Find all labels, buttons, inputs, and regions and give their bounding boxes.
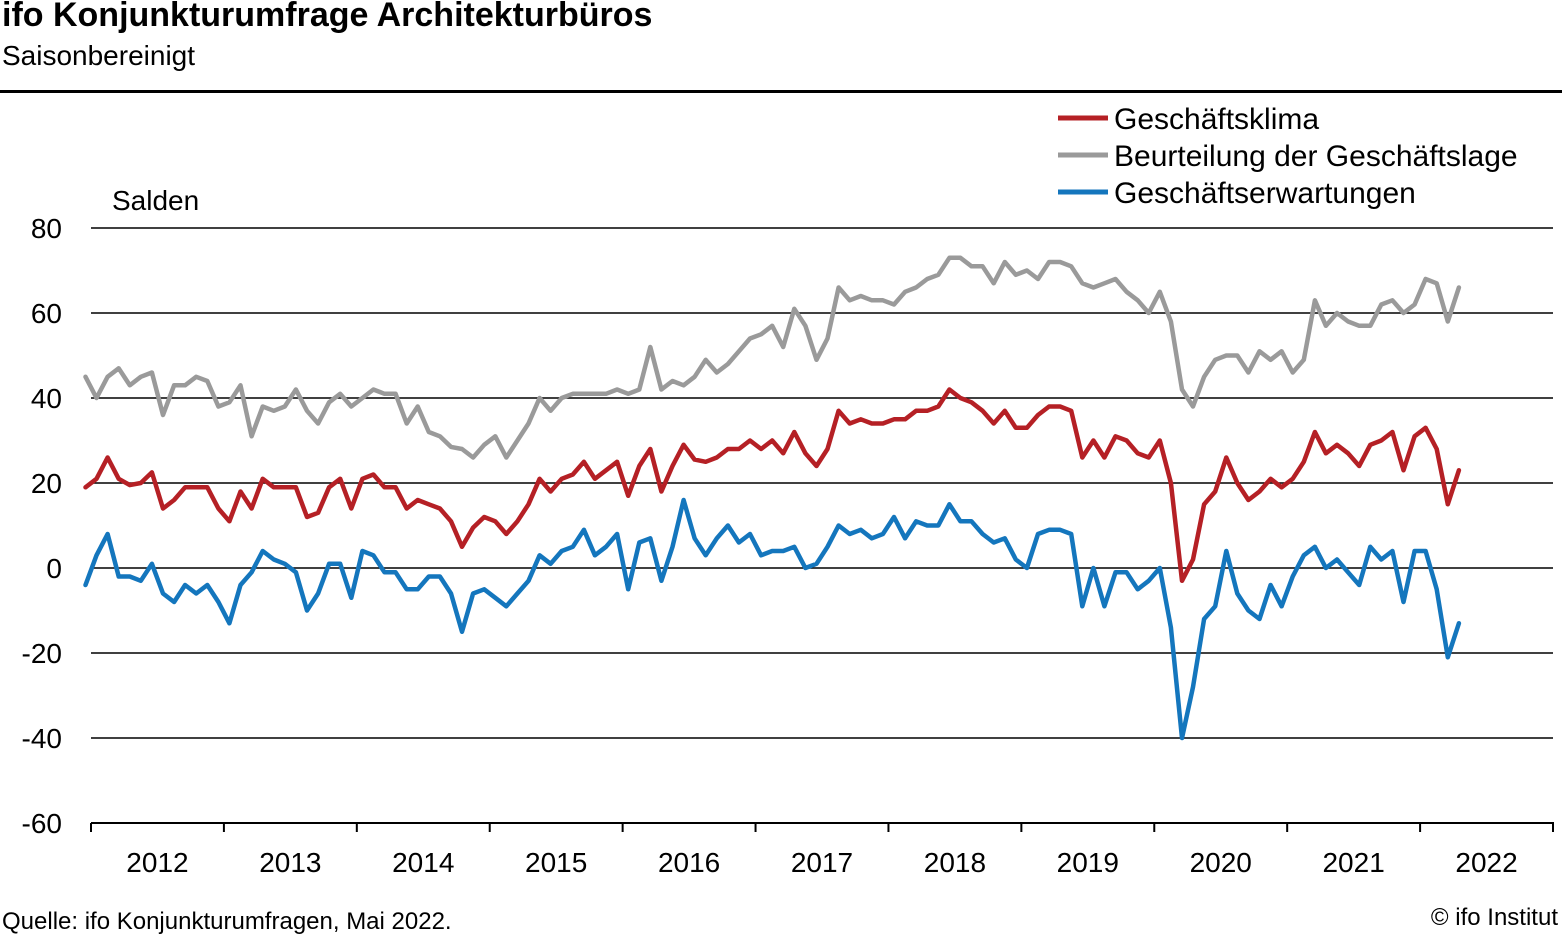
legend: Geschäftsklima Beurteilung der Geschäftsl… bbox=[1058, 103, 1518, 210]
y-tick-label: 60 bbox=[31, 298, 62, 329]
x-tick-label: 2022 bbox=[1455, 847, 1517, 878]
chart-title: ifo Konjunkturumfrage Architekturbüros bbox=[2, 0, 653, 34]
x-tick-label: 2018 bbox=[924, 847, 986, 878]
x-tick-label: 2020 bbox=[1190, 847, 1252, 878]
x-tick-label: 2019 bbox=[1057, 847, 1119, 878]
y-tick-label: 80 bbox=[31, 213, 62, 244]
y-axis-tick-labels: 80 60 40 20 0 -20 -40 -60 bbox=[22, 213, 62, 839]
header-divider bbox=[0, 90, 1562, 93]
legend-label: Beurteilung der Geschäftslage bbox=[1114, 140, 1518, 173]
legend-label: Geschäftsklima bbox=[1114, 103, 1319, 136]
series-lines bbox=[83, 255, 1462, 741]
chart-subtitle: Saisonbereinigt bbox=[2, 40, 196, 71]
series-line bbox=[83, 497, 1462, 741]
y-axis-label: Salden bbox=[112, 185, 199, 216]
x-axis: 2012 2013 2014 2015 2016 2017 2018 2019 2020 2021… bbox=[90, 822, 1554, 878]
y-tick-label: 40 bbox=[31, 383, 62, 414]
x-tick-label: 2016 bbox=[658, 847, 720, 878]
y-tick-label: -20 bbox=[22, 638, 62, 669]
y-tick-label: -60 bbox=[22, 808, 62, 839]
x-tick-label: 2017 bbox=[791, 847, 853, 878]
x-tick-label: 2013 bbox=[259, 847, 321, 878]
x-tick-label: 2015 bbox=[525, 847, 587, 878]
y-tick-label: -40 bbox=[22, 723, 62, 754]
x-tick-label: 2021 bbox=[1322, 847, 1384, 878]
series-line bbox=[83, 387, 1462, 584]
x-tick-label: 2012 bbox=[126, 847, 188, 878]
source-note: Quelle: ifo Konjunkturumfragen, Mai 2022… bbox=[2, 908, 452, 935]
y-tick-label: 0 bbox=[46, 553, 62, 584]
legend-label: Geschäftserwartungen bbox=[1114, 177, 1416, 210]
x-tick-label: 2014 bbox=[392, 847, 454, 878]
y-tick-label: 20 bbox=[31, 468, 62, 499]
grid-lines bbox=[91, 227, 1553, 739]
copyright-note: © ifo Institut bbox=[1430, 904, 1558, 931]
series-line bbox=[83, 255, 1462, 460]
